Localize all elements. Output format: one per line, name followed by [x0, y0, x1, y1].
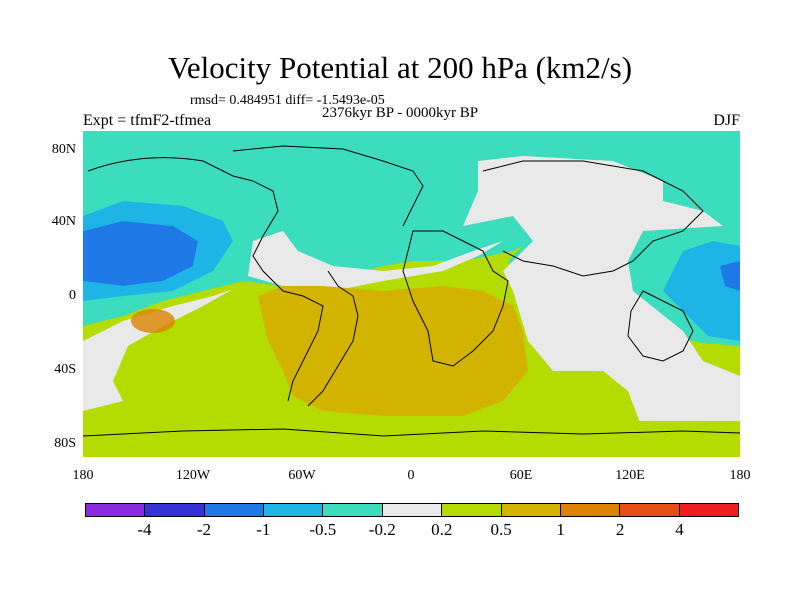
- colorbar-label: -4: [137, 520, 152, 539]
- colorbar-swatch: [382, 504, 443, 516]
- colorbar-swatch: [560, 504, 621, 516]
- colorbar-swatch: [145, 504, 205, 516]
- colorbar-swatch: [86, 504, 146, 516]
- colorbar-label: -0.5: [309, 520, 337, 539]
- experiment-label: Expt = tfmF2-tfmea: [83, 112, 212, 129]
- stats-text: rmsd= 0.484951 diff= -1.5493e-05: [190, 93, 385, 108]
- lon-label-60e: 60E: [509, 468, 533, 483]
- lat-label-40n: 40N: [51, 214, 76, 229]
- lon-label-0: 0: [407, 468, 415, 483]
- colorbar-label: 2: [615, 520, 625, 539]
- lon-label-180w: 180: [72, 468, 94, 483]
- colorbar-swatch: [679, 504, 738, 516]
- colorbar-label: -0.2: [368, 520, 396, 539]
- region-antarctic: [83, 421, 740, 457]
- region-pacific-blue: [83, 221, 198, 286]
- region-orange: [258, 286, 528, 416]
- colorbar-swatch: [620, 504, 680, 516]
- region-wpacific-blue2: [720, 261, 740, 291]
- colorbar-label: 4: [675, 520, 684, 539]
- colorbar-swatch: [442, 504, 502, 516]
- colorbar-label: -2: [196, 520, 211, 539]
- colorbar-swatch: [323, 504, 383, 516]
- colorbar: [85, 503, 739, 517]
- region-asia-grey: [463, 156, 740, 441]
- colorbar-swatch: [204, 504, 265, 516]
- region-atlantic-grey: [248, 231, 503, 291]
- lon-label-120w: 120W: [175, 468, 211, 483]
- lon-label-60w: 60W: [288, 468, 316, 483]
- lat-label-80s: 80S: [54, 436, 76, 451]
- season-label: DJF: [713, 112, 740, 129]
- colorbar-label: 1: [556, 520, 565, 539]
- lon-label-120e: 120E: [615, 468, 645, 483]
- lat-label-0: 0: [69, 288, 76, 303]
- coastlines: [83, 145, 740, 437]
- lon-label-180e: 180: [729, 468, 751, 483]
- colorbar-swatch: [501, 504, 561, 516]
- lat-label-40s: 40S: [54, 362, 76, 377]
- colorbar-swatch: [264, 504, 324, 516]
- colorbar-label: 0.5: [490, 520, 512, 539]
- lat-label-80n: 80N: [51, 142, 76, 157]
- region-pacific-lightblue: [83, 201, 233, 301]
- velocity-potential-map: [83, 131, 740, 457]
- colorbar-label: -1: [256, 520, 271, 539]
- colorbar-label: 0.2: [431, 520, 453, 539]
- period-text: 2376kyr BP - 0000kyr BP: [322, 105, 479, 121]
- region-orange-blob: [131, 309, 175, 333]
- chart-title: Velocity Potential at 200 hPa (km2/s): [167, 50, 633, 85]
